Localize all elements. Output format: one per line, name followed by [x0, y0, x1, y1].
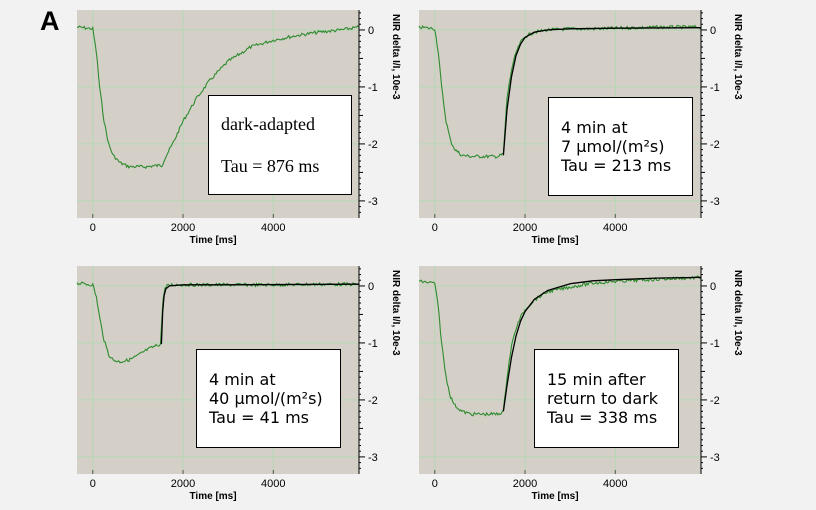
- x-tick-label: 2000: [171, 222, 195, 234]
- y-axis-label: NIR delta I/I, 10e-3: [732, 270, 743, 356]
- y-tick-label: -1: [368, 338, 378, 350]
- figure-panel-label: A: [40, 6, 60, 36]
- y-tick-label: -2: [710, 139, 720, 151]
- annotation-line: Tau = 213 ms: [561, 156, 672, 175]
- x-tick-label: 4000: [603, 478, 627, 490]
- y-tick-label: 0: [368, 281, 374, 293]
- x-axis-label: Time [ms]: [532, 235, 579, 246]
- annotation-line: 4 min at: [209, 370, 276, 389]
- annotation-line: return to dark: [547, 389, 658, 408]
- annotation-box: 15 min after return to dark Tau = 338 ms: [534, 349, 679, 448]
- y-tick-label: 0: [710, 281, 716, 293]
- annotation-line: 40 µmol/(m²s): [209, 389, 323, 408]
- y-axis-label: NIR delta I/I, 10e-3: [732, 14, 743, 100]
- signal-trace: [418, 24, 702, 159]
- annotation-line: 15 min after: [547, 370, 646, 389]
- x-tick-label: 4000: [261, 478, 285, 490]
- fit-curve: [502, 27, 702, 156]
- annotation-line: 4 min at: [561, 118, 628, 137]
- y-tick-label: -1: [368, 82, 378, 94]
- y-tick-label: 0: [368, 25, 374, 37]
- x-axis-label: Time [ms]: [190, 235, 237, 246]
- y-tick-label: -1: [710, 82, 720, 94]
- x-tick-label: 0: [90, 478, 96, 490]
- annotation-line: Tau = 338 ms: [547, 408, 658, 427]
- y-axis-label: NIR delta I/I, 10e-3: [390, 270, 401, 356]
- y-tick-label: -3: [710, 452, 720, 464]
- x-tick-label: 2000: [171, 478, 195, 490]
- x-tick-label: 4000: [603, 222, 627, 234]
- fit-curve: [502, 276, 702, 412]
- x-axis-label: Time [ms]: [532, 491, 579, 502]
- annotation-line: 7 µmol/(m²s): [561, 137, 665, 156]
- chart-panel-dark-adapted: 0 -1 -2 -3 NIR delta I/I, 10e-3 0 2000 4000 Time…: [75, 8, 419, 246]
- x-tick-label: 0: [432, 478, 438, 490]
- signal-trace: [76, 24, 360, 170]
- y-tick-label: -3: [368, 452, 378, 464]
- x-tick-label: 0: [432, 222, 438, 234]
- chart-panel-40-umol: 0 -1 -2 -3 NIR delta I/I, 10e-3 0 2000 4000 Time…: [75, 264, 419, 502]
- x-tick-label: 2000: [513, 222, 537, 234]
- x-tick-label: 4000: [261, 222, 285, 234]
- x-tick-label: 2000: [513, 478, 537, 490]
- y-tick-label: -2: [368, 139, 378, 151]
- y-tick-label: -3: [368, 196, 378, 208]
- x-axis-label: Time [ms]: [190, 491, 237, 502]
- annotation-box: 4 min at 7 µmol/(m²s) Tau = 213 ms: [548, 97, 693, 196]
- chart-panel-7-umol: 0 -1 -2 -3 NIR delta I/I, 10e-3 0 2000 4000 Time…: [417, 8, 761, 246]
- y-tick-label: -2: [710, 395, 720, 407]
- annotation-box: dark-adapted Tau = 876 ms: [208, 95, 352, 195]
- y-axis-label: NIR delta I/I, 10e-3: [390, 14, 401, 100]
- y-tick-label: -1: [710, 338, 720, 350]
- fit-curve: [160, 283, 360, 345]
- annotation-line: Tau = 41 ms: [209, 408, 310, 427]
- y-tick-label: 0: [710, 25, 716, 37]
- x-tick-label: 0: [90, 222, 96, 234]
- signal-trace: [418, 275, 702, 417]
- chart-panel-15-min-after: 0 -1 -2 -3 NIR delta I/I, 10e-3 0 2000 4000 Time…: [417, 264, 761, 502]
- annotation-line: Tau = 876 ms: [221, 156, 320, 176]
- annotation-line: dark-adapted: [221, 113, 315, 134]
- annotation-box: 4 min at 40 µmol/(m²s) Tau = 41 ms: [196, 349, 341, 448]
- y-tick-label: -3: [710, 196, 720, 208]
- y-tick-label: -2: [368, 395, 378, 407]
